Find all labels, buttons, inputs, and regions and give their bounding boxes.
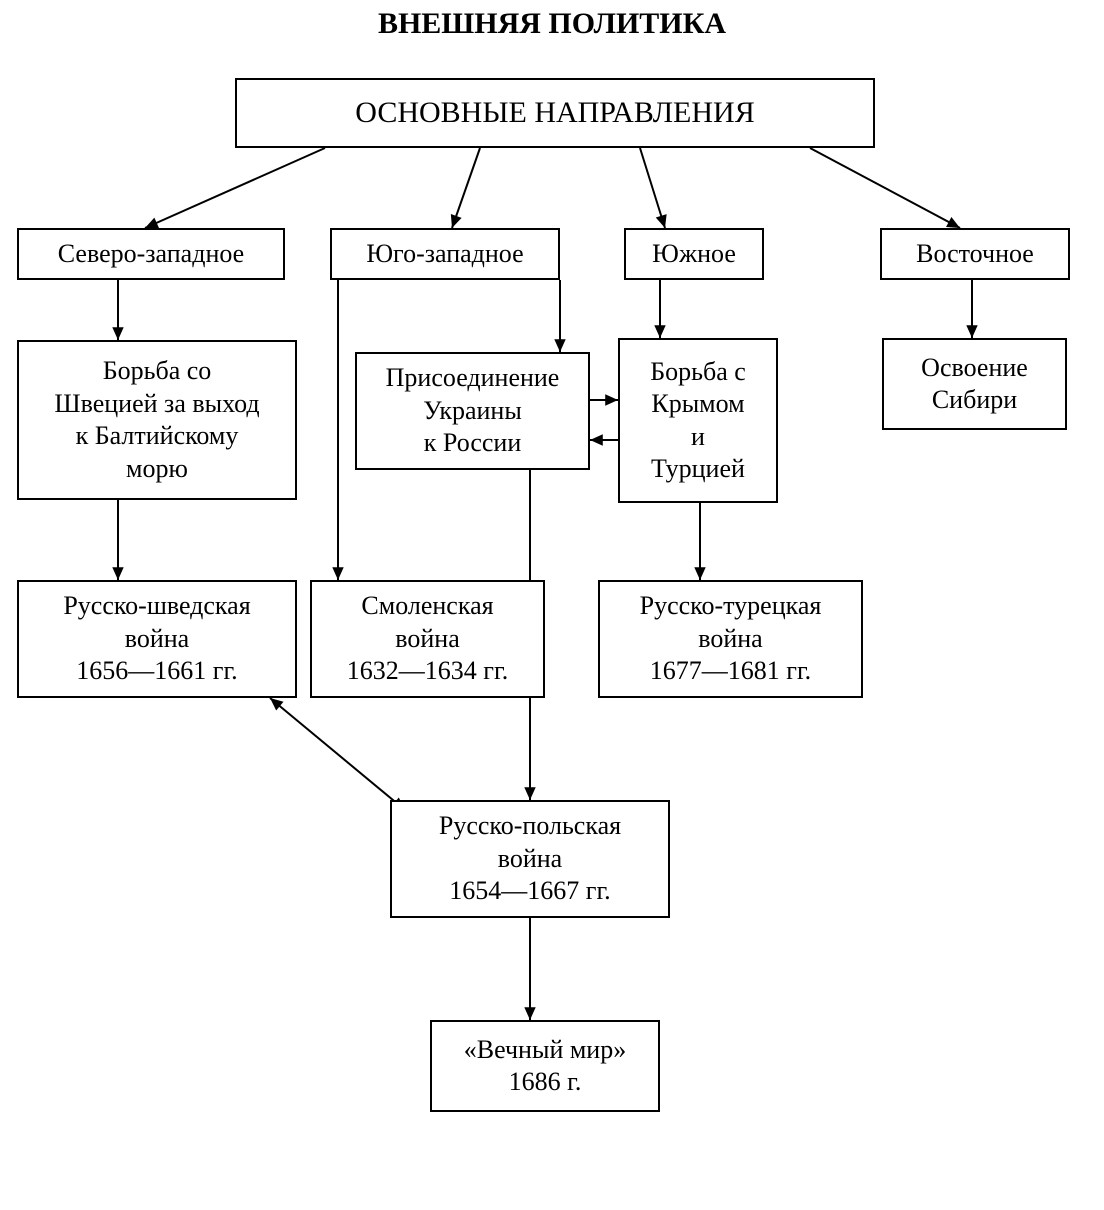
node-label: Русско-польская война 1654—1667 гг.	[439, 810, 621, 908]
diagram-title: ВНЕШНЯЯ ПОЛИТИКА	[0, 7, 1104, 41]
node-label: Борьба со Швецией за выход к Балтийскому…	[54, 355, 259, 485]
node-label: ОСНОВНЫЕ НАПРАВЛЕНИЯ	[355, 94, 754, 132]
node-label: Южное	[652, 238, 736, 271]
node-e_goal: Освоение Сибири	[882, 338, 1067, 430]
node-label: Юго-западное	[366, 238, 523, 271]
edge	[452, 148, 480, 228]
edge	[810, 148, 960, 228]
node-nw: Северо-западное	[17, 228, 285, 280]
node-label: Северо-западное	[58, 238, 244, 271]
diagram-canvas: ВНЕШНЯЯ ПОЛИТИКА ОСНОВНЫЕ НАПРАВЛЕНИЯ Сев…	[0, 0, 1104, 1210]
edge	[270, 698, 405, 810]
node-s_goal: Борьба с Крымом и Турцией	[618, 338, 778, 503]
node-label: Русско-турецкая война 1677—1681 гг.	[640, 590, 822, 688]
node-nw_goal: Борьба со Швецией за выход к Балтийскому…	[17, 340, 297, 500]
node-war_pl: Русско-польская война 1654—1667 гг.	[390, 800, 670, 918]
node-label: Русско-шведская война 1656—1661 гг.	[63, 590, 250, 688]
node-label: «Вечный мир» 1686 г.	[464, 1034, 626, 1099]
node-war_sm: Смоленская война 1632—1634 гг.	[310, 580, 545, 698]
node-label: Восточное	[916, 238, 1034, 271]
edge	[640, 148, 665, 228]
node-label: Смоленская война 1632—1634 гг.	[347, 590, 508, 688]
node-peace: «Вечный мир» 1686 г.	[430, 1020, 660, 1112]
node-war_tr: Русско-турецкая война 1677—1681 гг.	[598, 580, 863, 698]
node-sw: Юго-западное	[330, 228, 560, 280]
node-sw_goal: Присоединение Украины к России	[355, 352, 590, 470]
node-label: Борьба с Крымом и Турцией	[650, 356, 746, 486]
node-label: Присоединение Украины к России	[386, 362, 560, 460]
edge	[145, 148, 325, 228]
node-root: ОСНОВНЫЕ НАПРАВЛЕНИЯ	[235, 78, 875, 148]
node-e: Восточное	[880, 228, 1070, 280]
node-war_sv: Русско-шведская война 1656—1661 гг.	[17, 580, 297, 698]
node-label: Освоение Сибири	[921, 352, 1028, 417]
node-s: Южное	[624, 228, 764, 280]
